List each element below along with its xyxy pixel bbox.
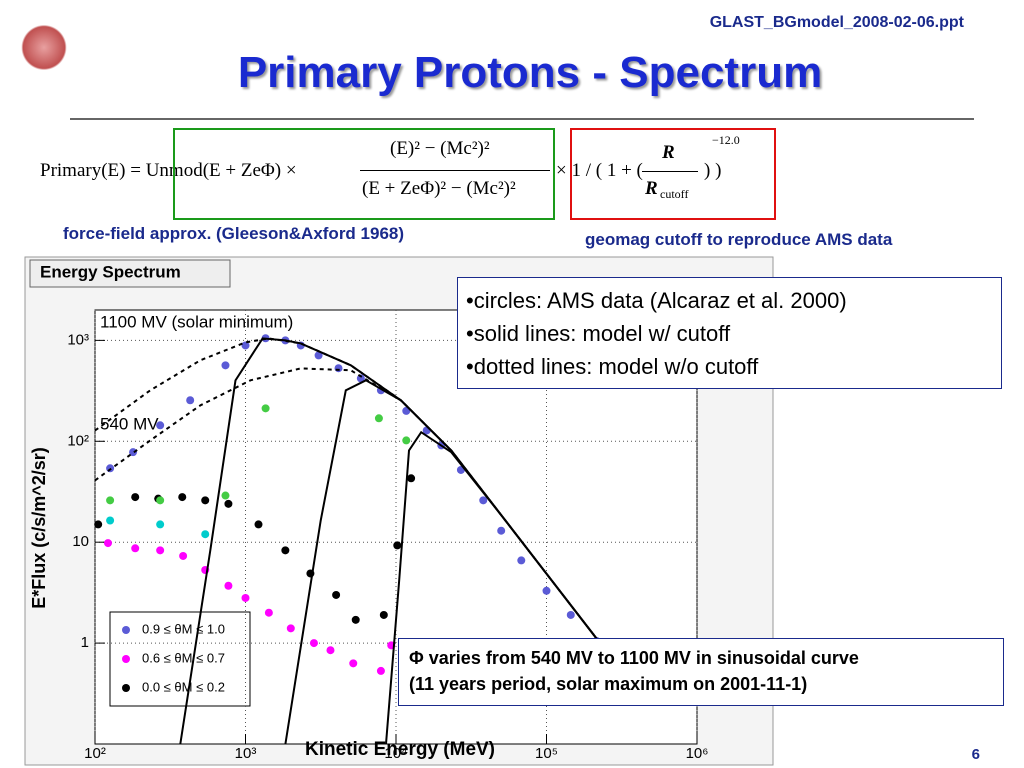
data-point [221,491,230,500]
green-box [173,128,555,220]
caption: force-field approx. (Gleeson&Axford 1968… [63,224,405,243]
data-point [356,374,365,383]
data-point [479,496,488,505]
data-point [224,499,233,508]
data-point [179,551,188,560]
exponent: −12.0 [712,133,740,147]
solid-line [385,430,603,745]
data-point [106,496,115,505]
x-tick-label: 10⁵ [535,745,558,762]
cutoff-right: ) ) [704,160,722,181]
cutoff-bar [642,171,698,172]
denominator: (E + ZeΦ)² − (Mc²)² [362,178,516,199]
data-point [254,520,263,529]
legend-label: 0.6 ≤ θM ≤ 0.7 [142,650,225,665]
legend [109,611,251,707]
data-point [314,351,323,360]
annotation: 540 MV [100,414,159,433]
dotted-line [94,367,402,482]
page-number: 6 [971,746,980,763]
note-box: Φ varies from 540 MV to 1100 MV in sinus… [398,638,1004,706]
rule [70,118,974,120]
x-tick-label: 10² [84,745,106,762]
data-point [402,436,411,445]
data-point [334,364,343,373]
chart-title-box [29,259,231,288]
cutoff-num: R [662,142,675,163]
legend-marker [122,626,130,634]
data-point [186,396,195,405]
data-point [351,615,360,624]
data-point [156,546,165,555]
data-point [221,361,230,370]
annotation: 1100 MV (solar minimum) [100,312,293,331]
note: (11 years period, solar maximum on 2001-… [409,674,808,694]
data-point [103,539,112,548]
data-point [241,341,250,350]
data-point [131,493,140,502]
cutoff-left: × 1 / ( 1 + ( [556,160,643,181]
data-point [94,520,103,529]
data-point [261,404,270,413]
note: Φ varies from 540 MV to 1100 MV in sinus… [409,648,859,668]
legend-marker [122,684,130,692]
logo [18,20,70,75]
data-point [286,624,295,633]
x-tick-label: 10⁶ [686,745,709,762]
cutoff-sub: cutoff [660,187,689,201]
x-tick-label: 10⁴ [384,745,407,762]
x-tick-label: 10³ [235,745,257,762]
data-point [178,493,187,502]
red-box [570,128,776,220]
data-point [264,608,273,617]
data-point [201,496,210,505]
data-point [349,659,358,668]
data-point [393,541,402,550]
data-point [156,421,165,430]
fraction-bar [360,170,550,171]
data-point [517,556,526,565]
data-point [224,581,233,590]
data-point [156,496,165,505]
y-tick-label: 10² [67,432,89,449]
caption: geomag cutoff to reproduce AMS data [585,230,893,249]
data-point [281,546,290,555]
data-point [566,610,575,619]
numerator: (E)² − (Mc²)² [390,138,490,159]
data-point [156,520,165,529]
data-point [542,586,551,595]
data-point [374,414,383,423]
data-point [129,448,138,457]
data-point [309,639,318,648]
legend-marker [122,655,130,663]
data-point [407,474,416,483]
cutoff-den: R [645,178,658,199]
legend-label: 0.9 ≤ θM ≤ 1.0 [142,621,225,636]
bullet: •circles: AMS data (Alcaraz et al. 2000) [466,288,847,313]
data-point [379,610,388,619]
y-tick-label: 10 [72,533,89,550]
data-point [241,593,250,602]
y-tick-label: 10³ [67,331,89,348]
data-point [326,646,335,655]
bullet-box: •circles: AMS data (Alcaraz et al. 2000)… [457,277,1002,389]
y-tick-label: 1 [81,634,89,651]
slide-title: Primary Protons - Spectrum [237,48,823,97]
chart-title: Energy Spectrum [40,262,181,281]
bullet: •solid lines: model w/ cutoff [466,321,731,346]
data-point [332,590,341,599]
x-axis-label: Kinetic Energy (MeV) [305,739,495,760]
data-point [131,544,140,553]
data-point [106,516,115,525]
data-point [376,666,385,675]
data-point [201,530,210,539]
legend-label: 0.0 ≤ θM ≤ 0.2 [142,679,225,694]
data-point [497,526,506,535]
formula-left: Primary(E) = Unmod(E + ZeΦ) × [40,160,297,181]
y-axis-label: E*Flux (c/s/m^2/sr) [29,447,49,609]
file-name: GLAST_BGmodel_2008-02-06.ppt [709,14,964,31]
bullet: •dotted lines: model w/o cutoff [466,354,759,379]
